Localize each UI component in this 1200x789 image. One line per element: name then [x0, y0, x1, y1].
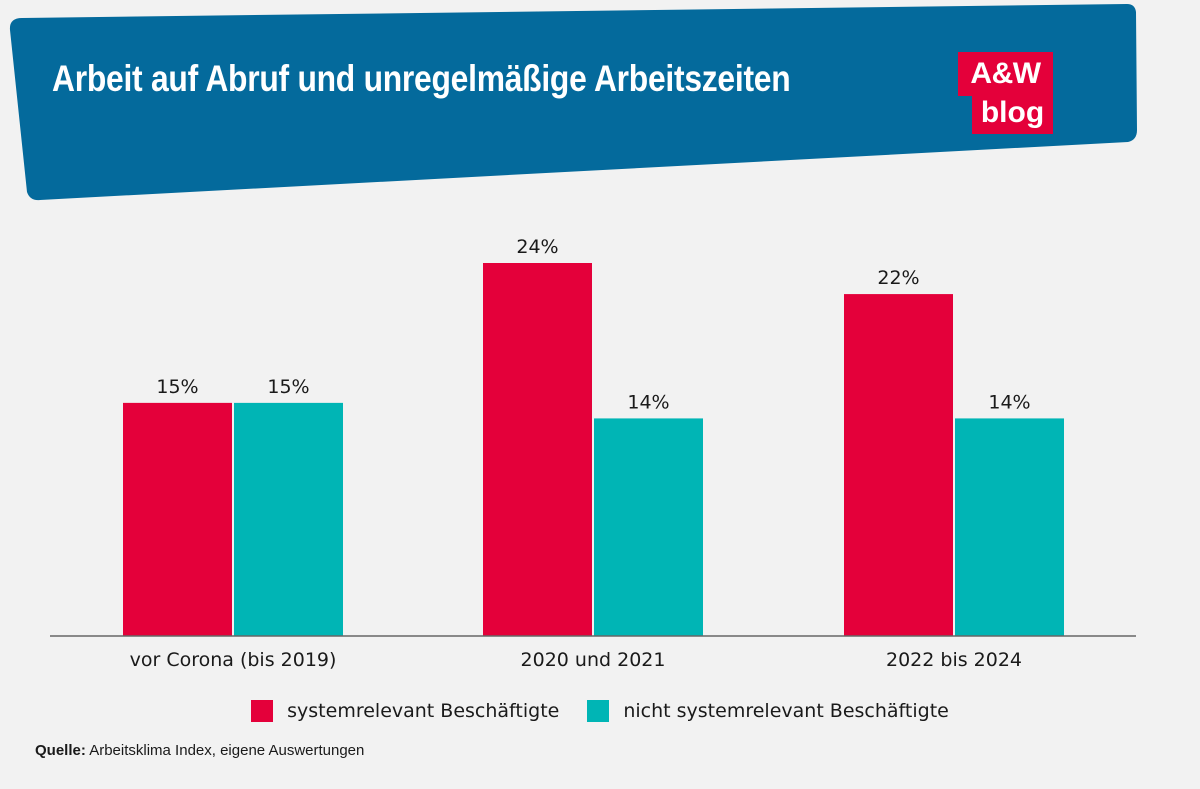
logo-line-2: blog	[972, 96, 1053, 134]
bar-nicht-systemrelevant-1[interactable]	[594, 418, 703, 636]
data-label-1-2: 14%	[988, 391, 1030, 413]
category-label-0: vor Corona (bis 2019)	[130, 649, 337, 671]
category-labels-group: vor Corona (bis 2019) 2020 und 2021 2022 b…	[130, 649, 1022, 671]
data-label-0-2: 22%	[877, 267, 919, 289]
data-label-1-0: 15%	[267, 376, 309, 398]
legend: systemrelevant Beschäftigte nicht system…	[0, 700, 1200, 722]
category-label-2: 2022 bis 2024	[886, 649, 1022, 671]
source-label: Quelle:	[35, 742, 86, 759]
source-note: Quelle: Arbeitsklima Index, eigene Auswe…	[35, 742, 364, 759]
legend-swatch-series1	[251, 700, 274, 722]
value-labels-group: 15% 15% 24% 14% 22% 14%	[156, 236, 1030, 413]
data-label-1-1: 14%	[627, 391, 669, 413]
legend-label-series2: nicht systemrelevant Beschäftigte	[623, 700, 949, 722]
bars-group	[123, 263, 1064, 636]
bar-systemrelevant-1[interactable]	[483, 263, 592, 636]
data-label-0-1: 24%	[516, 236, 558, 258]
legend-item-nicht-systemrelevant[interactable]: nicht systemrelevant Beschäftigte	[587, 700, 949, 722]
bar-nicht-systemrelevant-0[interactable]	[234, 402, 343, 636]
category-label-1: 2020 und 2021	[521, 649, 666, 671]
header-background	[9, 4, 1137, 201]
data-label-0-0: 15%	[156, 376, 198, 398]
source-text: Arbeitsklima Index, eigene Auswertungen	[89, 742, 365, 759]
aw-blog-logo[interactable]: A&W blog	[958, 52, 1053, 134]
legend-label-series1: systemrelevant Beschäftigte	[287, 700, 560, 722]
legend-swatch-series2	[587, 700, 610, 722]
bar-chart: 15% 15% 24% 14% 22% 14% vor Corona (bis 2019)…	[50, 236, 1136, 671]
bar-systemrelevant-2[interactable]	[844, 294, 953, 636]
bar-systemrelevant-0[interactable]	[123, 402, 232, 636]
chart-title: Arbeit auf Abruf und unregelmäßige Arbei…	[52, 58, 791, 99]
logo-line-1: A&W	[958, 52, 1053, 96]
legend-item-systemrelevant[interactable]: systemrelevant Beschäftigte	[251, 700, 559, 722]
header-banner	[9, 4, 1137, 201]
bar-nicht-systemrelevant-2[interactable]	[955, 418, 1064, 636]
